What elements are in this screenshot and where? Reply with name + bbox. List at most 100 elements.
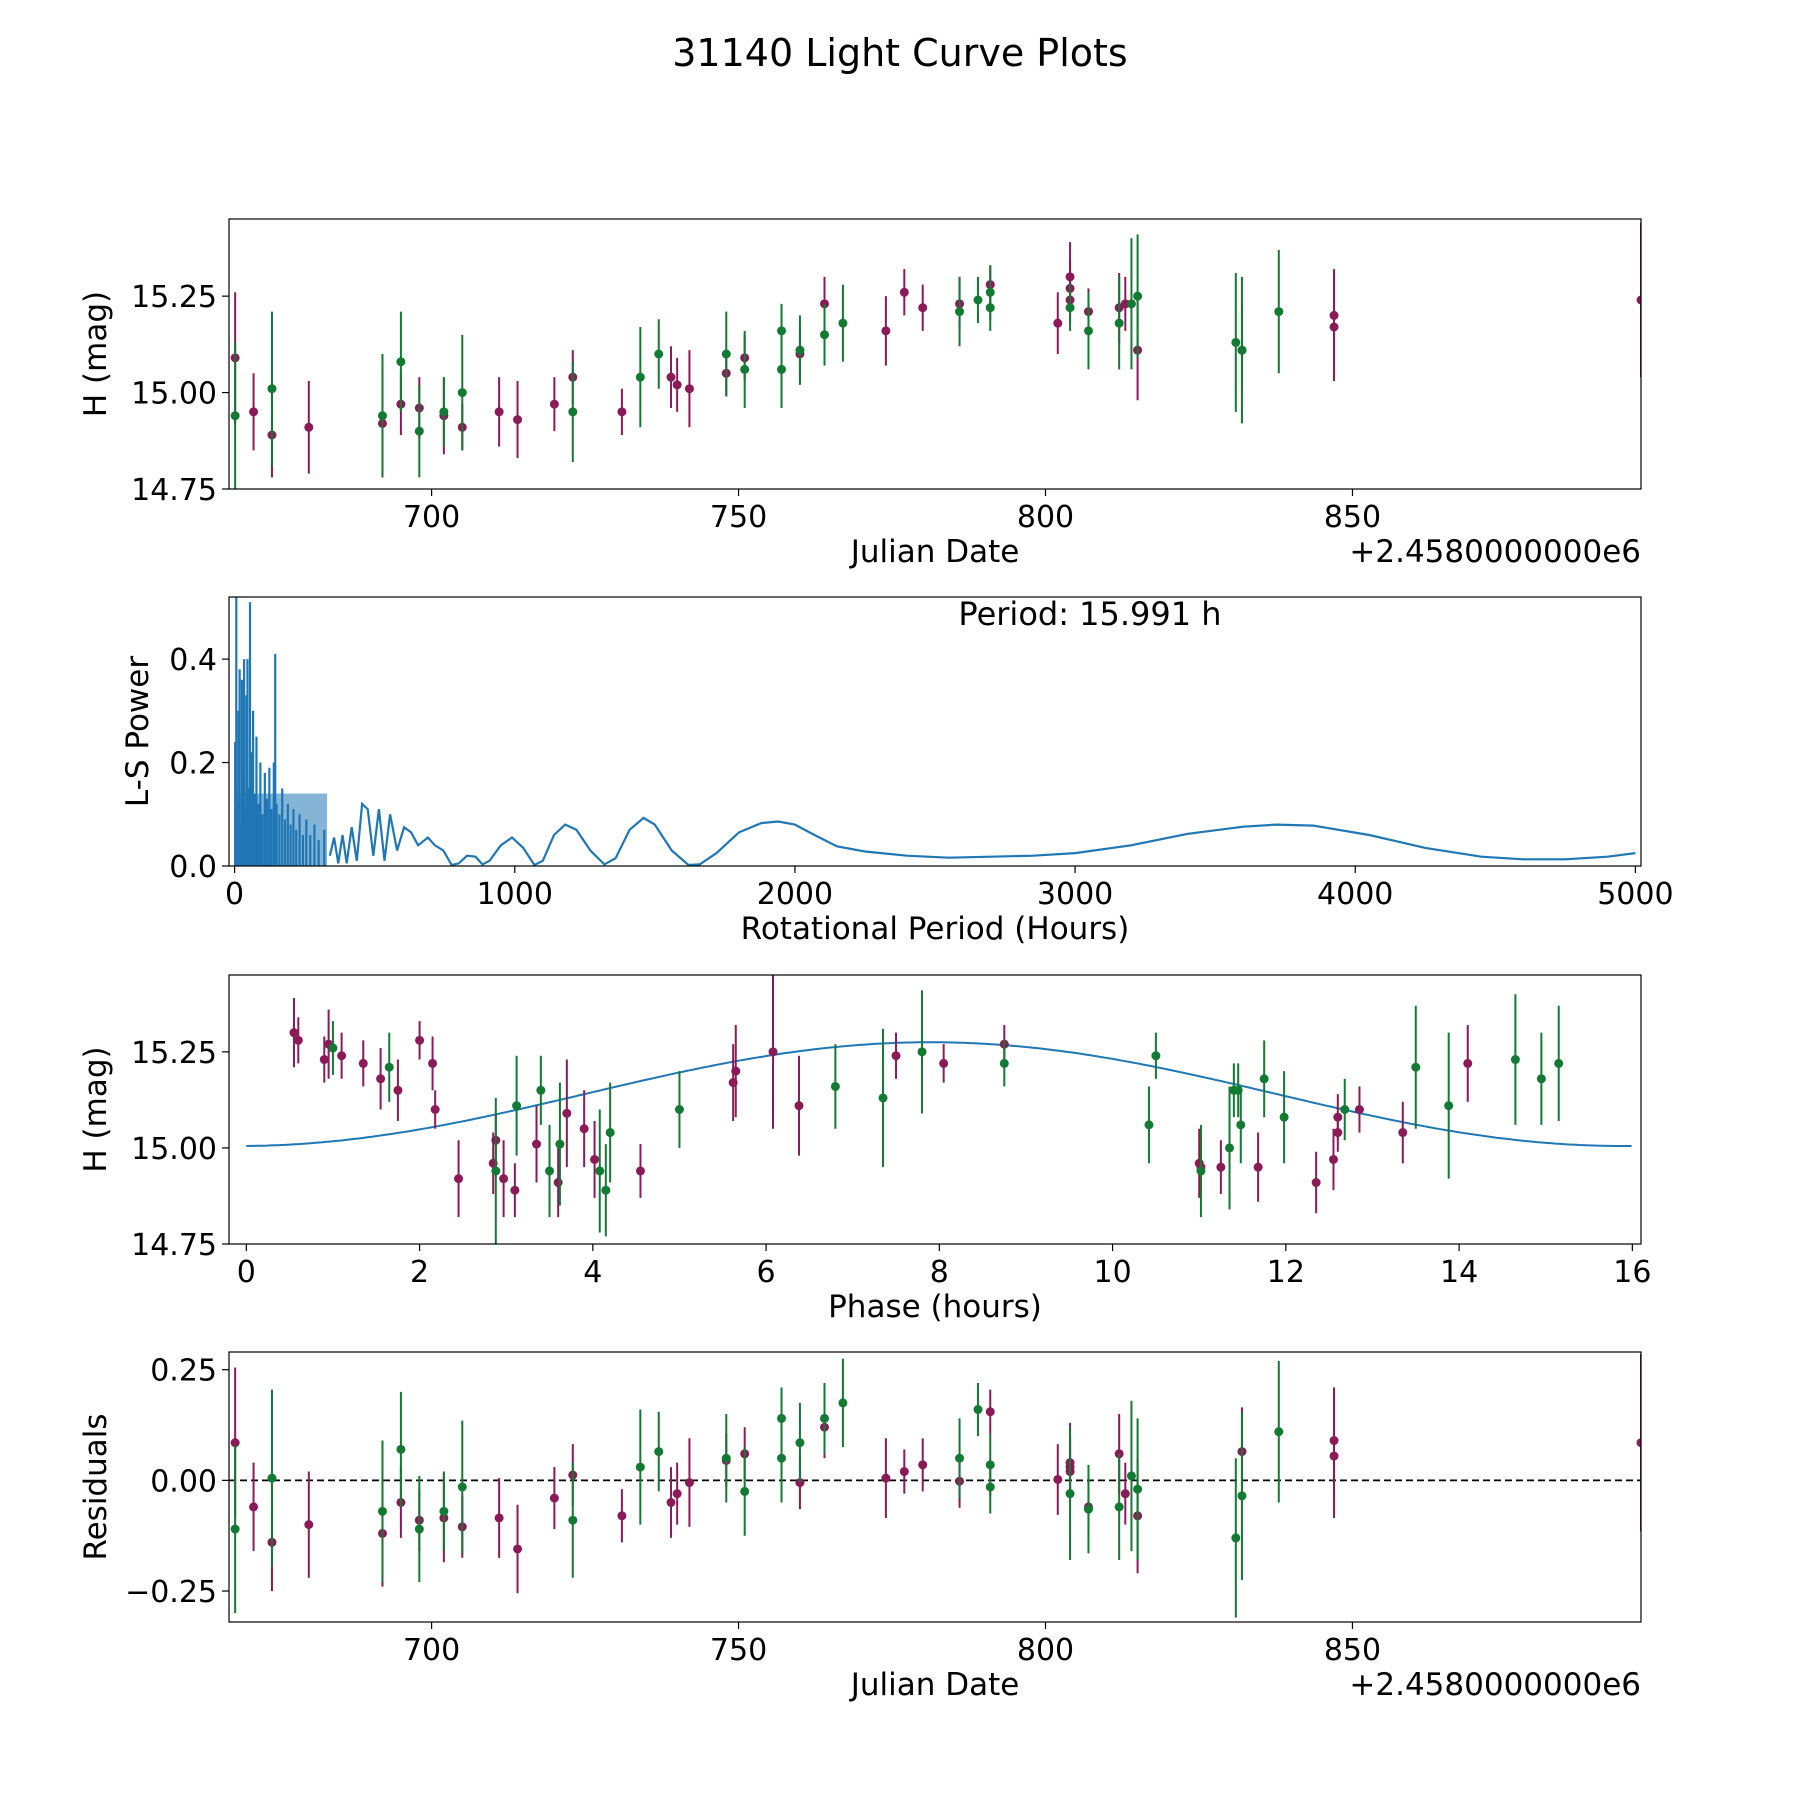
data-point bbox=[384, 1062, 394, 1072]
data-point bbox=[1328, 1154, 1338, 1164]
axes-frame-residuals bbox=[228, 1351, 1642, 1623]
data-point bbox=[512, 1101, 522, 1111]
plot-area-residuals bbox=[229, 1354, 1641, 1618]
data-point bbox=[819, 330, 829, 340]
data-point bbox=[617, 407, 627, 417]
panel-periodogram: 0 1000 2000 3000 4000 5000 0.0 0.2 0.4 Rotational… bbox=[120, 595, 1674, 947]
x-tick-label: 14 bbox=[1440, 1255, 1478, 1290]
data-point bbox=[1236, 1120, 1246, 1130]
plot-area-periodogram bbox=[234, 597, 1636, 866]
x-tick-label: 850 bbox=[1324, 500, 1381, 535]
data-point bbox=[1114, 318, 1124, 328]
data-point bbox=[393, 1085, 403, 1095]
periodogram-curve bbox=[328, 801, 1636, 866]
data-point bbox=[396, 1444, 406, 1454]
data-point bbox=[491, 1166, 501, 1176]
panel-lightcurve: 700 750 800 850 14.75 15.00 15.25 Julian Date H … bbox=[78, 218, 1642, 570]
data-point bbox=[917, 1047, 927, 1057]
data-point bbox=[549, 1493, 559, 1503]
data-point bbox=[1083, 1504, 1093, 1514]
axes-frame-periodogram bbox=[228, 596, 1642, 867]
data-point bbox=[457, 1482, 467, 1492]
data-point bbox=[777, 364, 787, 374]
data-point bbox=[955, 1453, 965, 1463]
data-point bbox=[545, 1166, 555, 1176]
data-point bbox=[532, 1139, 542, 1149]
x-tick-label: 4 bbox=[583, 1255, 602, 1290]
y-tick-label: 0.2 bbox=[169, 747, 217, 782]
data-point bbox=[1133, 1484, 1143, 1494]
data-point bbox=[674, 1105, 684, 1114]
data-point bbox=[1133, 291, 1143, 301]
data-point bbox=[1329, 322, 1339, 332]
data-point bbox=[328, 1043, 338, 1053]
data-point bbox=[654, 1447, 664, 1457]
y-tick-label: 15.25 bbox=[131, 280, 217, 315]
data-point bbox=[605, 1128, 615, 1138]
data-point bbox=[1354, 1105, 1364, 1114]
data-point bbox=[562, 1108, 572, 1118]
data-point bbox=[1126, 299, 1136, 309]
x-tick-label: 5000 bbox=[1597, 877, 1673, 912]
data-point bbox=[377, 411, 387, 421]
data-point bbox=[740, 364, 750, 374]
data-point bbox=[1065, 303, 1075, 313]
data-point bbox=[396, 357, 406, 367]
y-axis-label: Residuals bbox=[78, 1413, 114, 1560]
x-axis-label: Julian Date bbox=[849, 1667, 1020, 1703]
data-point bbox=[973, 295, 983, 305]
data-point bbox=[939, 1058, 949, 1068]
x-tick-label: 1000 bbox=[477, 877, 553, 912]
x-axis-label: Julian Date bbox=[849, 534, 1020, 570]
data-point bbox=[1274, 307, 1284, 317]
data-point bbox=[579, 1124, 589, 1134]
data-point bbox=[536, 1085, 546, 1095]
data-point bbox=[795, 1438, 805, 1448]
data-point bbox=[635, 1462, 645, 1472]
series-band_g bbox=[328, 990, 1564, 1244]
x-tick-label: 10 bbox=[1093, 1255, 1131, 1290]
data-point bbox=[1196, 1166, 1206, 1176]
data-point bbox=[358, 1058, 368, 1068]
data-point bbox=[1237, 1491, 1247, 1501]
x-tick-label: 0 bbox=[225, 877, 244, 912]
data-point bbox=[672, 380, 682, 390]
period-annotation: Period: 15.991 h bbox=[958, 595, 1221, 633]
data-point bbox=[1554, 1058, 1564, 1068]
plot-area-phased bbox=[246, 975, 1632, 1244]
y-tick-label: 0.25 bbox=[150, 1354, 217, 1389]
y-tick-label: −0.25 bbox=[125, 1575, 217, 1610]
data-point bbox=[230, 1524, 240, 1534]
y-tick-label: 0.4 bbox=[169, 643, 217, 678]
data-point bbox=[1411, 1062, 1421, 1072]
x-tick-label: 2 bbox=[410, 1255, 429, 1290]
data-point bbox=[955, 307, 965, 317]
data-point bbox=[1463, 1058, 1473, 1068]
data-point bbox=[918, 1460, 928, 1470]
x-tick-label: 800 bbox=[1017, 500, 1074, 535]
data-point bbox=[415, 1035, 425, 1045]
data-point bbox=[721, 349, 731, 359]
data-point bbox=[740, 1486, 750, 1496]
data-point bbox=[601, 1185, 611, 1195]
x-tick-label: 2000 bbox=[757, 877, 833, 912]
data-point bbox=[376, 1074, 386, 1084]
y-tick-label: 14.75 bbox=[131, 473, 217, 508]
data-point bbox=[666, 372, 676, 382]
data-point bbox=[293, 1035, 303, 1045]
data-point bbox=[1151, 1051, 1161, 1061]
data-point bbox=[1225, 1143, 1235, 1153]
data-point bbox=[230, 411, 240, 421]
data-point bbox=[377, 1506, 387, 1516]
y-tick-label: 14.75 bbox=[131, 1228, 217, 1263]
x-tick-label: 800 bbox=[1017, 1633, 1074, 1668]
x-tick-label: 3000 bbox=[1037, 877, 1113, 912]
data-point bbox=[494, 407, 504, 417]
data-point bbox=[568, 1515, 578, 1525]
data-point bbox=[267, 1473, 277, 1483]
data-point bbox=[319, 1055, 329, 1065]
data-point bbox=[1053, 1474, 1063, 1484]
y-tick-label: 0.0 bbox=[169, 850, 217, 885]
data-point bbox=[1253, 1162, 1263, 1172]
data-point bbox=[777, 1453, 787, 1463]
